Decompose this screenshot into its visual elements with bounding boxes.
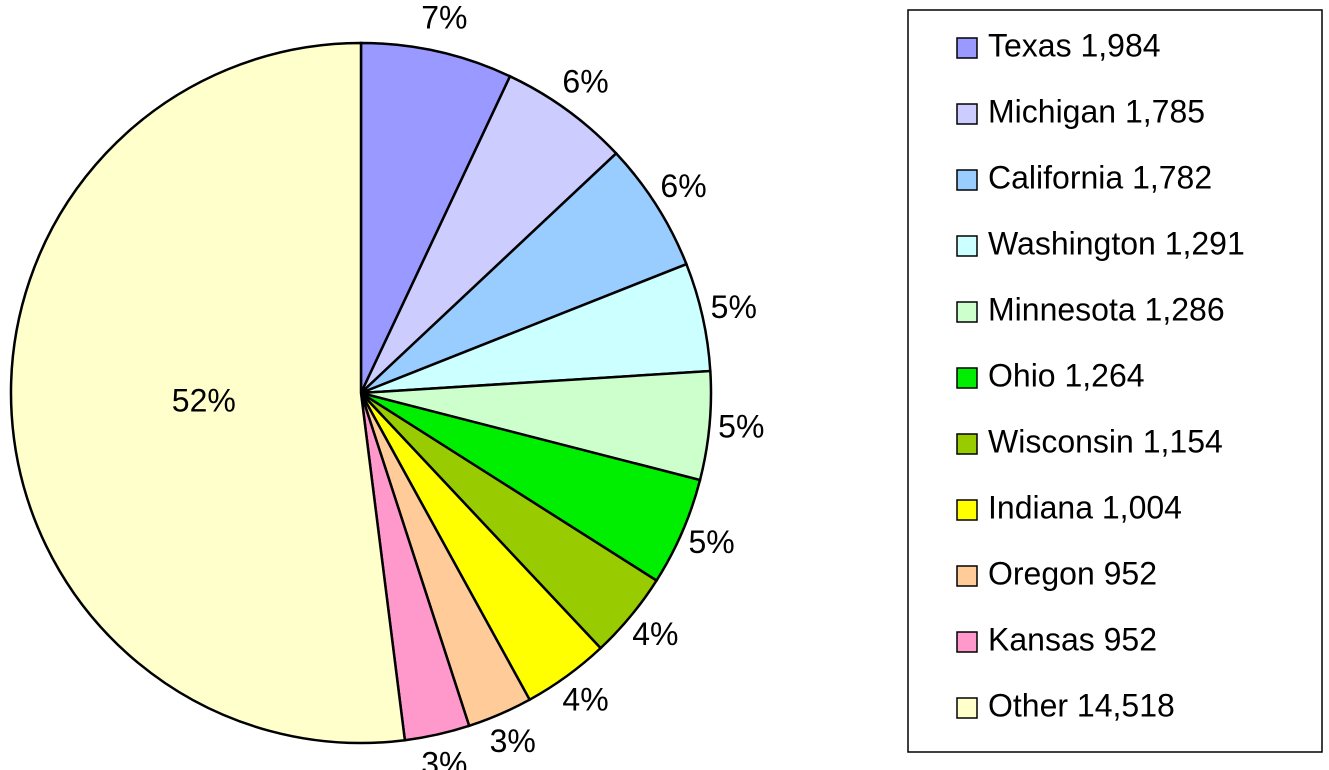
slice-label: 7% bbox=[421, 0, 467, 36]
pie-slice bbox=[359, 74, 618, 394]
legend-swatch bbox=[956, 37, 978, 59]
legend-label: Texas 1,984 bbox=[988, 27, 1161, 63]
legend-swatch bbox=[956, 631, 978, 653]
legend-swatch bbox=[956, 367, 978, 389]
legend-swatch bbox=[956, 565, 978, 587]
legend-label: California 1,782 bbox=[988, 159, 1212, 195]
slice-label: 6% bbox=[660, 168, 706, 204]
legend-label: Washington 1,291 bbox=[988, 225, 1245, 261]
slice-label: 5% bbox=[718, 408, 764, 444]
legend-swatch bbox=[956, 103, 978, 125]
slice-label: 6% bbox=[562, 63, 608, 99]
legend-swatch bbox=[956, 235, 978, 257]
legend-label: Minnesota 1,286 bbox=[988, 291, 1225, 327]
legend-swatch bbox=[956, 697, 978, 719]
legend-label: Wisconsin 1,154 bbox=[988, 423, 1223, 459]
slice-label: 52% bbox=[172, 382, 236, 418]
legend-swatch bbox=[956, 301, 978, 323]
legend-label: Ohio 1,264 bbox=[988, 357, 1145, 393]
slice-label: 4% bbox=[632, 616, 678, 652]
pie-slice bbox=[359, 41, 512, 394]
slice-label: 3% bbox=[421, 745, 467, 770]
slice-label: 3% bbox=[490, 723, 536, 759]
pie-slice bbox=[9, 41, 407, 745]
legend-label: Michigan 1,785 bbox=[988, 93, 1205, 129]
legend-label: Kansas 952 bbox=[988, 621, 1157, 657]
legend-swatch bbox=[956, 169, 978, 191]
slice-label: 4% bbox=[562, 681, 608, 717]
legend-swatch bbox=[956, 499, 978, 521]
legend-label: Indiana 1,004 bbox=[988, 489, 1182, 525]
slice-label: 5% bbox=[688, 524, 734, 560]
pie-slice bbox=[360, 151, 689, 395]
legend-swatch bbox=[956, 433, 978, 455]
slice-label: 5% bbox=[711, 289, 757, 325]
legend-label: Other 14,518 bbox=[988, 687, 1175, 723]
legend-label: Oregon 952 bbox=[988, 555, 1157, 591]
